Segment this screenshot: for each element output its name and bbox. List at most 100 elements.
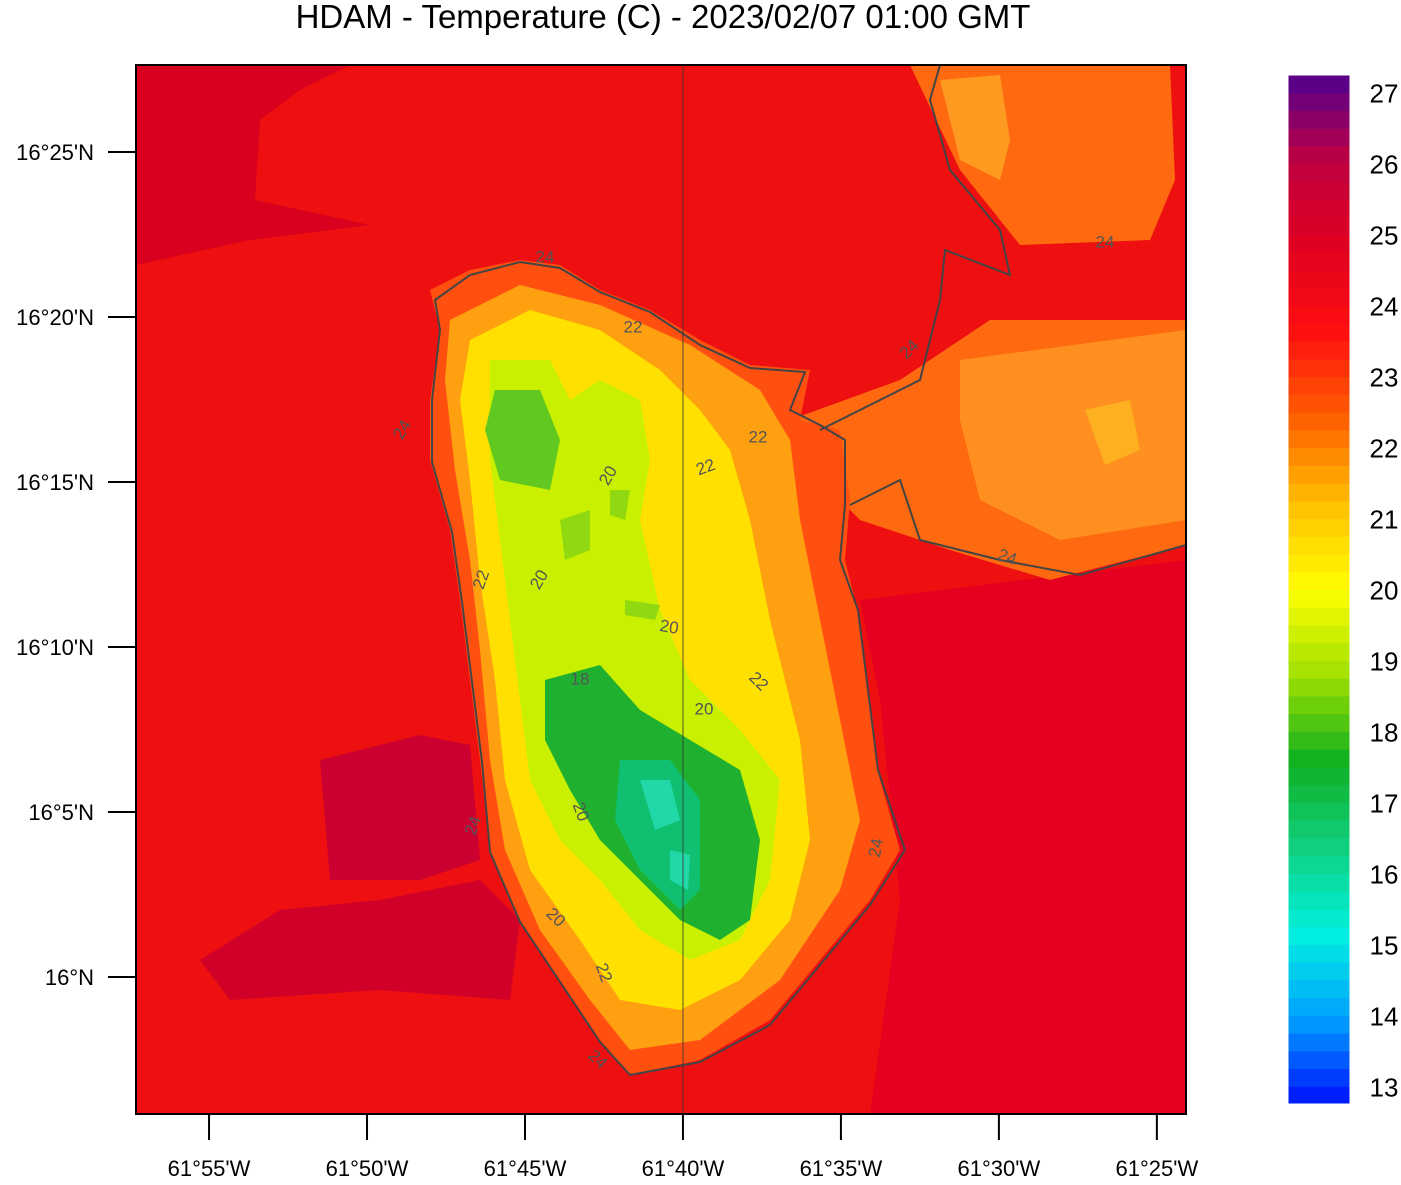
contour-label: 24: [865, 837, 887, 859]
colorbar-band: [1288, 234, 1350, 253]
lon-tick-label: 61°30'W: [958, 1156, 1041, 1180]
colorbar-band: [1288, 997, 1350, 1016]
contour-label: 22: [624, 317, 643, 336]
colorbar-band: [1288, 412, 1350, 431]
colorbar-frame: [1287, 74, 1351, 1105]
colorbar-band: [1288, 766, 1350, 786]
colorbar-band: [1288, 500, 1350, 520]
title: HDAM - Temperature (C) - 2023/02/07 01:0…: [296, 0, 1031, 35]
colorbar-band: [1288, 429, 1350, 449]
colorbar-band: [1288, 749, 1350, 768]
colorbar-band: [1288, 820, 1350, 839]
axes: 16°25'N 16°20'N 16°15'N 16°10'N 16°5'N 16°N 61…: [16, 140, 1199, 1181]
lat-tick-label: 16°5'N: [28, 800, 94, 825]
colorbar-band: [1288, 518, 1350, 537]
colorbar-band: [1288, 376, 1350, 395]
lon-tick-label: 61°45'W: [484, 1156, 567, 1180]
colorbar-band: [1288, 660, 1350, 679]
colorbar-tick-label: 18: [1370, 717, 1399, 747]
lat-tick-label: 16°20'N: [16, 305, 94, 330]
lon-tick-label: 61°40'W: [642, 1156, 725, 1180]
colorbar-band: [1288, 695, 1350, 715]
colorbar-band: [1288, 447, 1350, 466]
colorbar-tick-label: 21: [1370, 505, 1399, 535]
contour-label: 20: [658, 616, 680, 638]
lon-tick-label: 61°35'W: [800, 1156, 883, 1180]
colorbar-band: [1288, 784, 1350, 803]
colorbar-band: [1288, 341, 1350, 360]
colorbar-band: [1288, 1033, 1350, 1052]
colorbar-band: [1288, 1086, 1350, 1105]
colorbar-tick-label: 13: [1370, 1072, 1399, 1102]
colorbar-band: [1288, 1050, 1350, 1070]
colorbar-tick-label: 26: [1370, 150, 1399, 180]
lat-tick-label: 16°15'N: [16, 470, 94, 495]
colorbar-band: [1288, 181, 1350, 200]
colorbar-tick-label: 27: [1370, 79, 1399, 109]
colorbar-band: [1288, 624, 1350, 644]
colorbar-band: [1288, 678, 1350, 697]
colorbar-tick-label: 23: [1370, 363, 1399, 393]
lon-tick-label: 61°50'W: [326, 1156, 409, 1180]
colorbar-band: [1288, 287, 1350, 307]
colorbar-band: [1288, 571, 1350, 590]
colorbar-band: [1288, 163, 1350, 182]
colorbar-tick-label: 25: [1370, 221, 1399, 251]
colorbar-band: [1288, 199, 1350, 218]
colorbar-band: [1288, 1015, 1350, 1034]
contour-label: 22: [749, 427, 768, 446]
colorbar-band: [1288, 1068, 1350, 1087]
colorbar: 13 14 15 16 17 18 19 20 21 22 23 24 25 26 27: [1287, 74, 1399, 1105]
colorbar-tick-label: 15: [1370, 930, 1399, 960]
colorbar-band: [1288, 837, 1350, 857]
colorbar-tick-label: 20: [1370, 576, 1399, 606]
colorbar-band: [1288, 642, 1350, 661]
colorbar-band: [1288, 394, 1350, 413]
colorbar-tick-label: 24: [1370, 292, 1399, 322]
colorbar-band: [1288, 252, 1350, 271]
colorbar-tick-label: 14: [1370, 1001, 1399, 1031]
lon-tick-label: 61°55'W: [168, 1156, 251, 1180]
colorbar-band: [1288, 358, 1350, 378]
colorbar-band: [1288, 908, 1350, 928]
colorbar-band: [1288, 962, 1350, 981]
colorbar-band: [1288, 589, 1350, 608]
temperature-field: [136, 65, 1186, 1114]
colorbar-band: [1288, 305, 1350, 324]
map-frame: [135, 64, 1187, 1115]
colorbar-band: [1288, 979, 1350, 999]
contour-label: 18: [571, 669, 590, 688]
colorbar-tick-label: 16: [1370, 859, 1399, 889]
colorbar-band: [1288, 713, 1350, 732]
colorbar-band: [1288, 110, 1350, 129]
lat-tick-label: 16°10'N: [16, 635, 94, 660]
colorbar-band: [1288, 465, 1350, 484]
colorbar-band: [1288, 926, 1350, 945]
lat-tick-label: 16°25'N: [16, 140, 94, 165]
lat-tick-label: 16°N: [45, 965, 94, 990]
colorbar-band: [1288, 270, 1350, 289]
lon-tick-label: 61°25'W: [1116, 1156, 1199, 1180]
colorbar-band: [1288, 75, 1350, 94]
colorbar-band: [1288, 323, 1350, 342]
colorbar-band: [1288, 128, 1350, 147]
colorbar-band: [1288, 554, 1350, 573]
colorbar-band: [1288, 92, 1350, 111]
contour-label: 24: [536, 247, 555, 266]
colorbar-band: [1288, 891, 1350, 910]
colorbar-band: [1288, 873, 1350, 892]
colorbar-band: [1288, 145, 1350, 165]
contour-label: 24: [1096, 232, 1115, 251]
colorbar-band: [1288, 607, 1350, 626]
colorbar-band: [1288, 855, 1350, 874]
colorbar-tick-label: 22: [1370, 434, 1399, 464]
colorbar-band: [1288, 483, 1350, 502]
colorbar-band: [1288, 802, 1350, 821]
colorbar-band: [1288, 944, 1350, 963]
colorbar-band: [1288, 216, 1350, 236]
colorbar-tick-label: 17: [1370, 788, 1399, 818]
colorbar-band: [1288, 536, 1350, 555]
contour-label: 20: [695, 699, 714, 718]
colorbar-tick-label: 19: [1370, 646, 1399, 676]
